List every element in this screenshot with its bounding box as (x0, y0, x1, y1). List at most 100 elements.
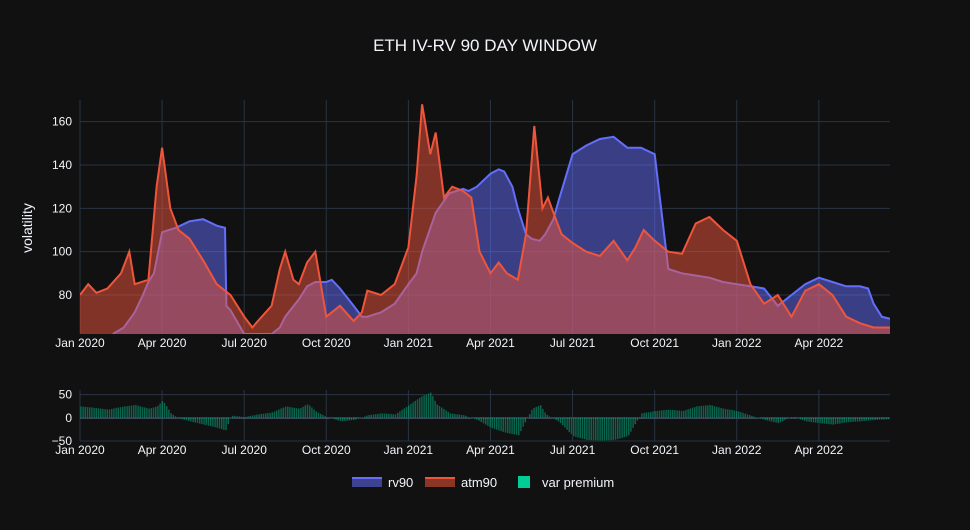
premium-bar (562, 418, 564, 426)
premium-bar (692, 408, 694, 418)
premium-bar (115, 408, 117, 418)
premium-bar (300, 408, 302, 418)
premium-bar (630, 418, 632, 432)
premium-bar (832, 418, 834, 425)
premium-bar (190, 418, 192, 422)
premium-bar (839, 418, 841, 424)
premium-bar (720, 408, 722, 418)
premium-bar (375, 414, 377, 418)
premium-bar (236, 416, 238, 418)
premium-bar (524, 418, 526, 423)
premium-bar (722, 408, 724, 418)
premium-bar (401, 410, 403, 418)
premium-bar (577, 418, 579, 438)
premium-bar (639, 417, 641, 418)
x-tick-label: Oct 2021 (630, 336, 679, 350)
premium-bar (494, 418, 496, 429)
premium-bar (243, 417, 245, 418)
premium-bar (520, 418, 522, 431)
y-tick-label: 50 (59, 388, 73, 402)
premium-bar (632, 418, 634, 428)
premium-bar (601, 418, 603, 441)
premium-bar (335, 418, 337, 420)
premium-bar (214, 418, 216, 428)
premium-bar (289, 407, 291, 418)
premium-bar (276, 410, 278, 417)
premium-bar (392, 414, 394, 418)
premium-bar (643, 413, 645, 418)
premium-bar (249, 416, 251, 418)
premium-bar (773, 418, 775, 422)
premium-bar (555, 418, 557, 420)
premium-bar (452, 414, 454, 418)
premium-bar (553, 418, 555, 419)
x-tick-label: Apr 2020 (138, 443, 187, 457)
premium-bar (395, 414, 397, 418)
premium-bar (197, 418, 199, 423)
premium-bar (676, 410, 678, 418)
chart-title: ETH IV-RV 90 DAY WINDOW (373, 36, 597, 55)
premium-bar (498, 418, 500, 431)
premium-bar (139, 406, 141, 418)
premium-bar (626, 418, 628, 437)
premium-bar (830, 418, 832, 425)
premium-bar (828, 418, 830, 425)
premium-bar (326, 417, 328, 418)
premium-bar (771, 418, 773, 422)
premium-bar (604, 418, 606, 441)
premium-bar (544, 412, 546, 417)
premium-bar (379, 413, 381, 417)
y-tick-label: 100 (52, 245, 72, 259)
premium-bar (727, 409, 729, 418)
premium-bar (388, 414, 390, 418)
premium-bar (98, 408, 100, 418)
premium-bar (769, 418, 771, 421)
x-tick-label: Apr 2020 (138, 336, 187, 350)
x-tick-label: Apr 2021 (466, 443, 515, 457)
x-tick-label: Apr 2022 (794, 336, 843, 350)
premium-bar (870, 418, 872, 421)
legend-label: atm90 (461, 475, 497, 490)
premium-bar (742, 413, 744, 418)
premium-bar (815, 418, 817, 423)
premium-bar (135, 405, 137, 418)
premium-bar (786, 418, 788, 419)
premium-bar (113, 408, 115, 418)
y-tick-label: 160 (52, 115, 72, 129)
premium-bar (232, 416, 234, 418)
premium-bar (802, 418, 804, 420)
premium-bar (203, 418, 205, 425)
premium-bar (826, 418, 828, 424)
premium-bar (667, 410, 669, 418)
premium-bar (509, 418, 511, 434)
legend-swatch (352, 478, 382, 487)
premium-bar (760, 418, 762, 419)
premium-bar (104, 409, 106, 418)
premium-bar (885, 418, 887, 420)
premium-bar (663, 410, 665, 418)
x-tick-label: Oct 2020 (302, 336, 351, 350)
premium-bar (474, 418, 476, 419)
premium-bar (876, 418, 878, 420)
premium-bar (696, 406, 698, 418)
x-tick-label: Apr 2021 (466, 336, 515, 350)
premium-bar (487, 418, 489, 426)
premium-bar (210, 418, 212, 427)
premium-bar (751, 416, 753, 418)
premium-bar (740, 412, 742, 418)
premium-bar (318, 413, 320, 418)
x-tick-label: Jul 2020 (222, 443, 268, 457)
y-tick-label: −50 (52, 434, 73, 448)
premium-bar (82, 407, 84, 418)
premium-bar (227, 418, 229, 424)
premium-bar (718, 407, 720, 418)
premium-bar (615, 418, 617, 440)
premium-bar (791, 417, 793, 418)
premium-bar (733, 410, 735, 418)
premium-bar (89, 407, 91, 418)
premium-bar (106, 409, 108, 418)
premium-bar (571, 418, 573, 435)
premium-bar (234, 416, 236, 418)
premium-bar (331, 418, 333, 419)
premium-bar (573, 418, 575, 437)
